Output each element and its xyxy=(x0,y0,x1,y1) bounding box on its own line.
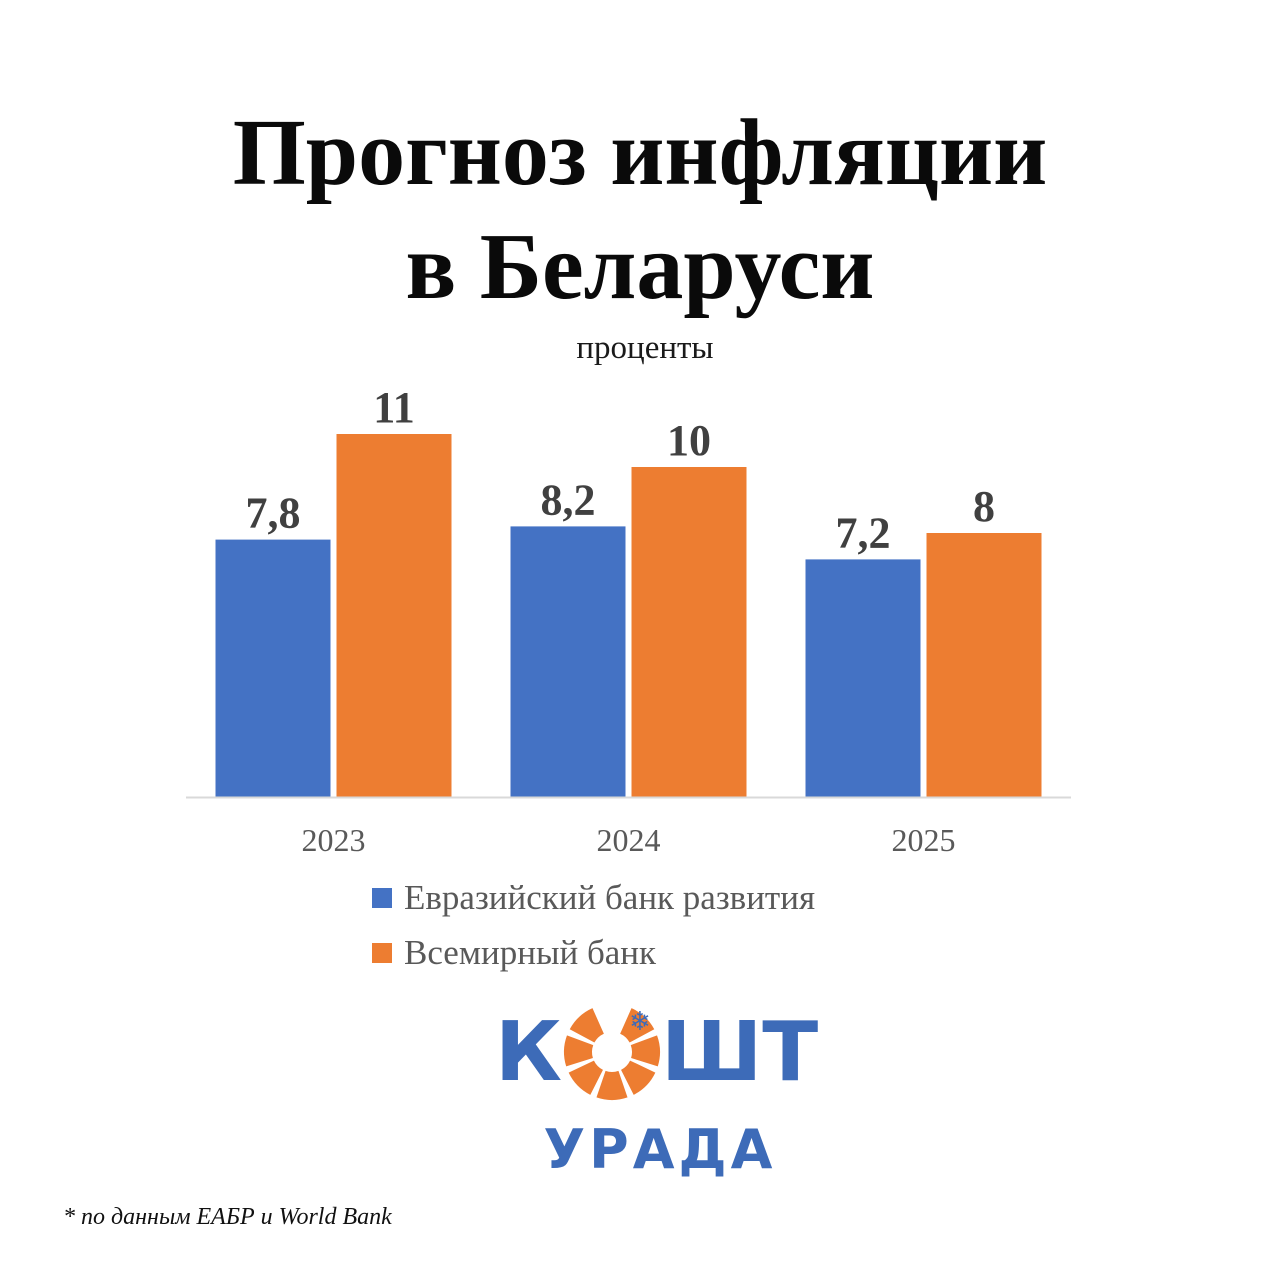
legend-label-eabr: Евразийский банк развития xyxy=(404,878,816,917)
x-tick-label-2023: 2023 xyxy=(302,822,366,858)
logo-letter-k: К xyxy=(495,1005,562,1100)
legend-swatch-eabr xyxy=(372,888,392,908)
logo-text-urada: УРАДА xyxy=(543,1118,777,1181)
orange-slice-segment xyxy=(564,1035,594,1067)
title-line-2: в Беларуси xyxy=(405,215,875,319)
bar-world-bank-2024 xyxy=(631,467,747,797)
bar-eabr-2024 xyxy=(510,526,626,797)
orange-slice-segment xyxy=(630,1035,660,1067)
logo-mark: К ❄ ШТ xyxy=(495,1005,818,1100)
title-line-1: Прогноз инфляции xyxy=(232,101,1048,205)
data-label-eabr-2025: 7,2 xyxy=(836,508,891,557)
legend-label-world-bank: Всемирный банк xyxy=(404,933,657,972)
orange-slice-segment xyxy=(621,1060,656,1095)
bar-world-bank-2023 xyxy=(336,434,452,797)
snowflake-icon: ❄ xyxy=(629,1007,651,1037)
data-label-world-bank-2024: 10 xyxy=(667,416,711,465)
bar-eabr-2023 xyxy=(215,539,331,797)
bar-eabr-2025 xyxy=(805,559,921,797)
legend-item-world-bank: Всемирный банк xyxy=(372,933,656,973)
source-footnote: * по данным ЕАБР и World Bank xyxy=(63,1204,392,1230)
data-label-eabr-2024: 8,2 xyxy=(541,475,596,524)
chart-subtitle: проценты xyxy=(576,330,714,366)
bar-world-bank-2025 xyxy=(926,533,1042,797)
bar-chart: 7,8 11 2023 8,2 10 2024 7,2 8 2025 xyxy=(186,383,1071,858)
data-label-world-bank-2023: 11 xyxy=(373,383,415,432)
orange-slice-segment xyxy=(568,1060,603,1095)
data-label-eabr-2023: 7,8 xyxy=(246,489,301,538)
orange-slice-segment xyxy=(569,1008,604,1043)
x-tick-label-2024: 2024 xyxy=(597,822,661,858)
data-label-world-bank-2025: 8 xyxy=(973,482,995,531)
legend-swatch-world-bank xyxy=(372,943,392,963)
orange-slice-segment xyxy=(620,1008,655,1043)
logo-letters-sht: ШТ xyxy=(661,1005,818,1100)
legend-item-eabr: Евразийский банк развития xyxy=(372,878,815,918)
x-tick-label-2025: 2025 xyxy=(892,822,956,858)
orange-slice-segment xyxy=(596,1070,628,1100)
orange-slice-icon: ❄ xyxy=(564,1007,660,1100)
kosht-urada-logo: К ❄ ШТ УРАДА xyxy=(495,1000,825,1190)
